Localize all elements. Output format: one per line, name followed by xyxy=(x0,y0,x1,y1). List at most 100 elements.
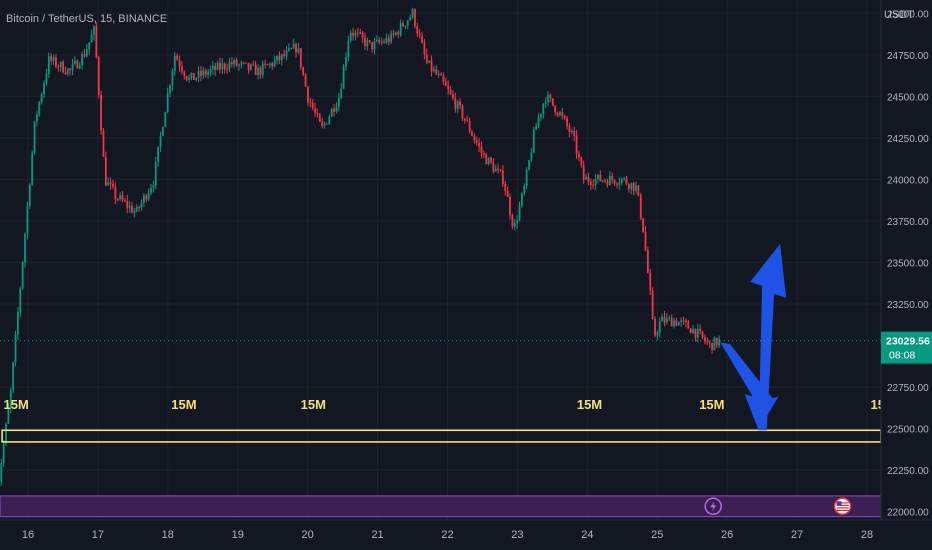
candle-body xyxy=(687,322,690,329)
candle-body xyxy=(608,175,611,186)
candle-body xyxy=(620,178,623,184)
candle-body xyxy=(670,317,673,327)
candle-body xyxy=(423,42,426,55)
candle-body xyxy=(646,250,649,273)
candle-body xyxy=(95,26,98,58)
candle-body xyxy=(537,117,540,126)
us-flag-icon xyxy=(833,497,852,516)
candle-body xyxy=(651,290,654,319)
candle-body xyxy=(532,130,535,153)
candle-body xyxy=(121,195,124,201)
candle-body xyxy=(128,205,131,208)
candle-body xyxy=(285,50,288,57)
candle-body xyxy=(88,42,91,50)
candle-body xyxy=(102,130,105,157)
candle-body xyxy=(352,32,354,36)
candle-body xyxy=(487,157,490,165)
y-tick-label: 25000.00 xyxy=(887,9,929,20)
candle-body xyxy=(264,63,267,65)
candle-body xyxy=(190,72,193,78)
candle-body xyxy=(219,62,221,70)
candle-body xyxy=(459,101,461,106)
candle-body xyxy=(444,81,447,86)
candle-body xyxy=(694,328,697,338)
candle-body xyxy=(549,94,552,99)
lightning-icon xyxy=(704,497,722,516)
candle-body xyxy=(328,116,331,124)
candle-body xyxy=(204,70,207,75)
candle-body xyxy=(696,328,699,338)
candle-body xyxy=(288,48,290,51)
candle-body xyxy=(430,60,433,72)
candle-body xyxy=(242,62,245,64)
y-tick-label: 22250.00 xyxy=(887,466,929,477)
candle-body xyxy=(635,185,637,191)
candle-body xyxy=(373,41,376,50)
candle-body xyxy=(573,131,576,136)
candle-body xyxy=(542,103,545,114)
candle-body xyxy=(333,108,335,112)
candle-body xyxy=(359,32,362,34)
candle-body xyxy=(278,55,281,61)
candle-body xyxy=(490,157,492,163)
candle-body xyxy=(594,178,597,186)
candle-body xyxy=(606,180,609,186)
candle-body xyxy=(38,102,41,115)
candle-body xyxy=(59,61,62,67)
candle-body xyxy=(570,131,573,133)
candle-body xyxy=(273,60,276,67)
candle-body xyxy=(449,89,452,94)
candle-body xyxy=(337,98,340,107)
flag-stripe xyxy=(836,502,849,504)
candle-body xyxy=(689,328,692,334)
candle-body xyxy=(475,139,478,144)
candle-body xyxy=(364,37,366,47)
candle-body xyxy=(354,32,357,36)
candle-body xyxy=(361,32,364,38)
candle-body xyxy=(47,56,50,74)
candle-body xyxy=(321,121,324,126)
candle-body xyxy=(661,316,664,322)
candle-body xyxy=(561,112,564,116)
events-band-rect xyxy=(0,495,882,518)
candle-body xyxy=(680,320,683,323)
candle-body xyxy=(428,60,431,63)
candle-body xyxy=(585,177,587,180)
candle-body xyxy=(425,54,428,63)
candle-body xyxy=(135,206,138,212)
candle-body xyxy=(192,72,195,80)
candle-body xyxy=(639,195,642,219)
interval-marker: 15M xyxy=(301,397,326,412)
y-tick-label: 24500.00 xyxy=(887,92,929,103)
candle-body xyxy=(554,105,557,113)
candle-body xyxy=(45,73,48,84)
candle-body xyxy=(216,62,219,70)
candles xyxy=(0,7,721,486)
candle-body xyxy=(366,40,369,47)
y-tick-label: 22000.00 xyxy=(887,508,929,519)
candle-body xyxy=(304,74,307,87)
chart-title: Bitcoin / TetherUS, 15, BINANCE xyxy=(6,13,168,25)
candle-body xyxy=(188,77,190,80)
x-tick-label: 27 xyxy=(791,529,803,541)
candle-body xyxy=(24,234,26,263)
candle-body xyxy=(133,211,136,213)
current-price-tag xyxy=(881,331,932,364)
candle-body xyxy=(375,39,378,42)
candle-body xyxy=(50,56,53,61)
candle-body xyxy=(107,182,110,186)
candle-body xyxy=(540,113,542,118)
candle-body xyxy=(5,423,7,444)
candle-body xyxy=(71,63,74,71)
candle-body xyxy=(551,98,554,106)
candle-body xyxy=(566,118,568,127)
up-arrow xyxy=(750,243,787,431)
candle-body xyxy=(589,181,592,185)
candle-body xyxy=(568,126,571,132)
candle-body xyxy=(97,57,100,95)
candle-body xyxy=(276,55,278,61)
candle-body xyxy=(93,26,95,35)
